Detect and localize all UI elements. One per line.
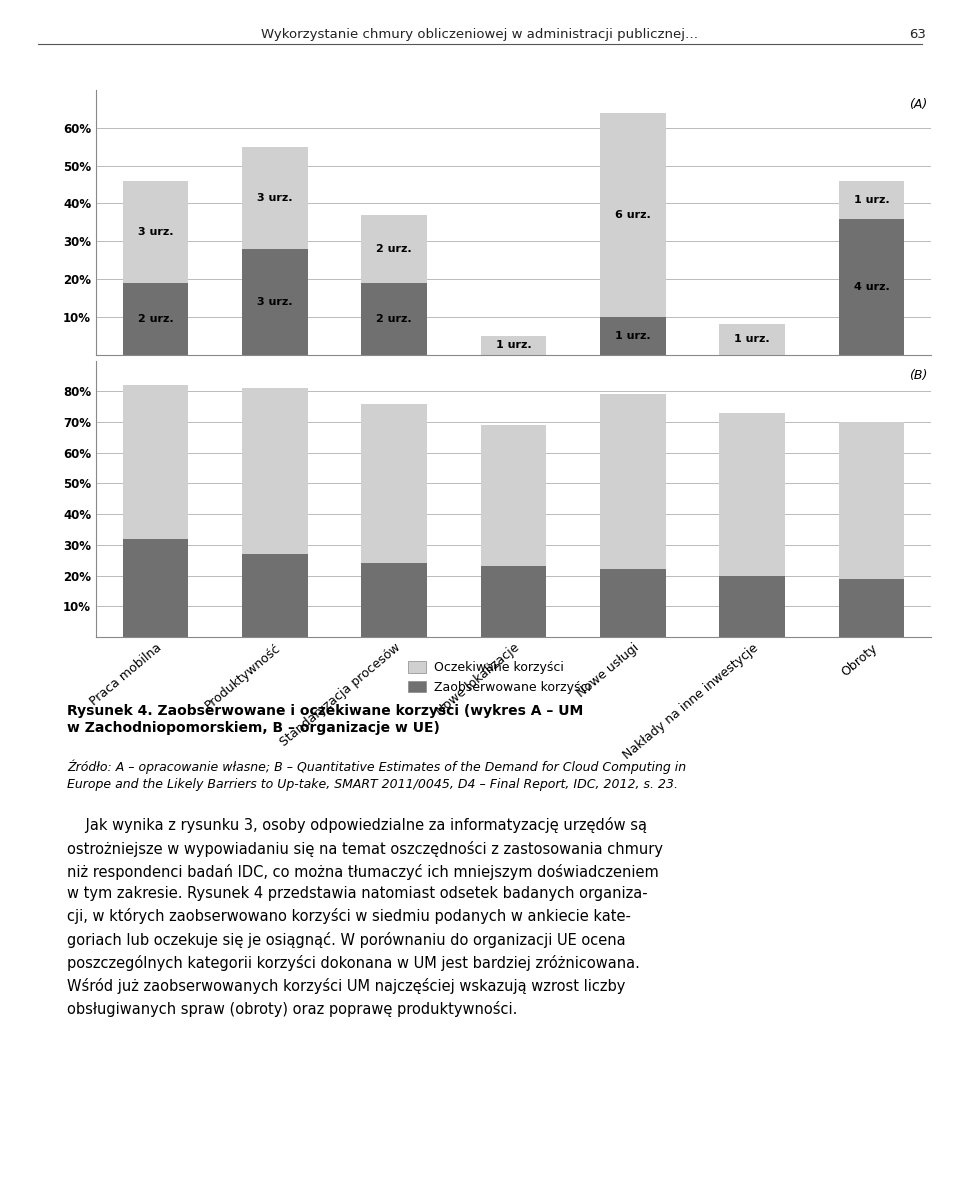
Bar [600, 570, 665, 637]
Text: 6 urz.: 6 urz. [615, 210, 651, 220]
Text: 3 urz.: 3 urz. [257, 297, 293, 307]
Text: (A): (A) [909, 99, 927, 111]
Text: 2 urz.: 2 urz. [376, 314, 412, 323]
Bar [719, 325, 785, 355]
Text: 1 urz.: 1 urz. [495, 340, 532, 350]
Text: 63: 63 [909, 28, 926, 41]
Bar [242, 249, 308, 355]
Bar [481, 426, 546, 566]
Bar [123, 180, 188, 282]
Bar [123, 538, 188, 637]
Legend: Oczekiwane korzyści, Zaobserwowane korzyści: Oczekiwane korzyści, Zaobserwowane korzy… [408, 661, 590, 694]
Bar [123, 385, 188, 538]
Bar [481, 335, 546, 355]
Bar [719, 576, 785, 637]
Bar [839, 180, 904, 219]
Text: 1 urz.: 1 urz. [734, 334, 770, 345]
Bar [719, 412, 785, 576]
Text: 1 urz.: 1 urz. [615, 331, 651, 340]
Text: 3 urz.: 3 urz. [257, 192, 293, 203]
Text: Wykorzystanie chmury obliczeniowej w administracji publicznej…: Wykorzystanie chmury obliczeniowej w adm… [261, 28, 699, 41]
Text: 2 urz.: 2 urz. [376, 244, 412, 254]
Bar [839, 422, 904, 578]
Bar [242, 388, 308, 554]
Text: 3 urz.: 3 urz. [138, 227, 174, 237]
Bar [242, 554, 308, 637]
Text: 4 urz.: 4 urz. [853, 281, 889, 292]
Bar [839, 578, 904, 637]
Text: Rysunek 4. Zaobserwowane i oczekiwane korzyści (wykres A – UM
w Zachodniopomorsk: Rysunek 4. Zaobserwowane i oczekiwane ko… [67, 703, 584, 734]
Bar [600, 394, 665, 570]
Text: Źródło: A – opracowanie własne; B – Quantitative Estimates of the Demand for Clo: Źródło: A – opracowanie własne; B – Quan… [67, 760, 686, 791]
Text: 1 urz.: 1 urz. [853, 195, 889, 204]
Bar [362, 215, 427, 282]
Text: Jak wynika z rysunku 3, osoby odpowiedzialne za informatyzację urzędów są
ostroż: Jak wynika z rysunku 3, osoby odpowiedzi… [67, 817, 663, 1017]
Bar [839, 219, 904, 355]
Text: (B): (B) [909, 369, 927, 382]
Bar [481, 566, 546, 637]
Bar [600, 113, 665, 317]
Bar [123, 282, 188, 355]
Bar [242, 147, 308, 249]
Bar [362, 404, 427, 564]
Text: 2 urz.: 2 urz. [138, 314, 174, 323]
Bar [600, 317, 665, 355]
Bar [362, 282, 427, 355]
Bar [362, 564, 427, 637]
